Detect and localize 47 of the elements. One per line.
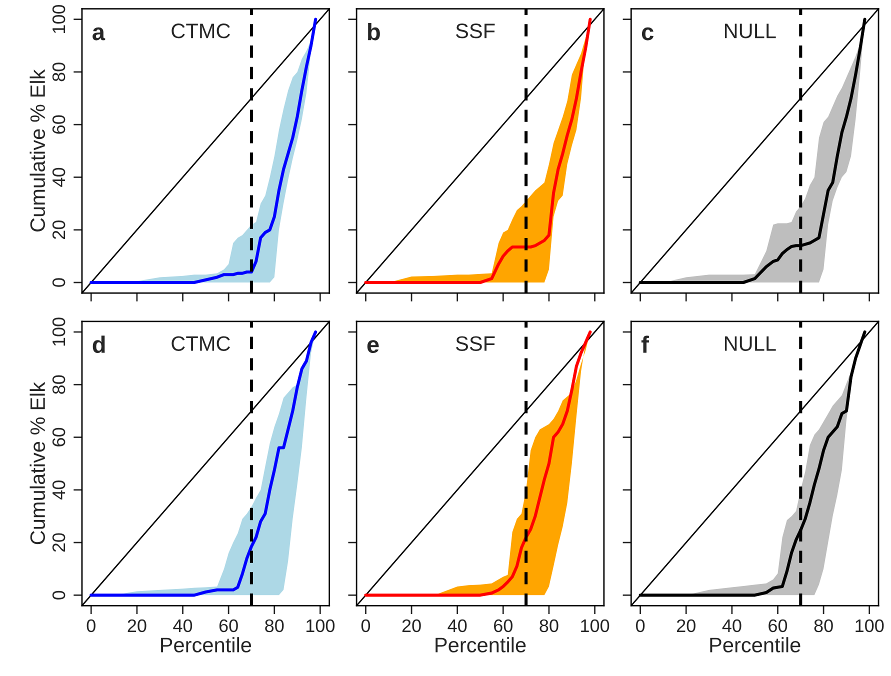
y-axis-title: Cumulative % Elk xyxy=(30,382,46,544)
x-tick-label: 0 xyxy=(636,619,645,632)
x-tick-label: 80 xyxy=(540,619,558,632)
y-tick-label: 40 xyxy=(52,480,66,500)
x-axis-title: Percentile xyxy=(161,637,252,652)
x-tick-label: 40 xyxy=(173,619,192,632)
y-tick-label: 100 xyxy=(52,318,66,346)
x-tick-label: 40 xyxy=(448,619,467,632)
y-tick-label: 100 xyxy=(52,4,66,33)
annotation: NULL xyxy=(724,24,776,38)
y-tick-label: 80 xyxy=(52,375,66,394)
y-tick-label: 80 xyxy=(52,62,66,82)
x-tick-label: 80 xyxy=(814,619,833,632)
annotation: d xyxy=(92,336,105,354)
annotation: CTMC xyxy=(172,336,230,351)
x-tick-label: 0 xyxy=(361,619,370,632)
annotation: e xyxy=(367,340,379,354)
x-tick-label: 60 xyxy=(768,619,788,632)
x-tick-label: 20 xyxy=(128,619,146,632)
x-tick-label: 100 xyxy=(856,619,884,632)
annotation: SSF xyxy=(456,336,495,351)
x-tick-label: 80 xyxy=(265,619,284,632)
annotation: CTMC xyxy=(172,24,230,38)
x-tick-label: 100 xyxy=(306,619,335,632)
annotation: f xyxy=(641,336,649,353)
y-tick-label: 20 xyxy=(52,533,66,552)
y-tick-label: 60 xyxy=(52,115,66,134)
x-axis-title: Percentile xyxy=(436,637,526,652)
annotation: c xyxy=(642,27,654,40)
x-tick-label: 100 xyxy=(581,619,610,632)
y-axis-title: Cumulative % Elk xyxy=(30,69,46,232)
x-tick-label: 40 xyxy=(722,619,742,632)
annotation: a xyxy=(92,27,106,40)
x-tick-label: 60 xyxy=(219,619,238,632)
annotation: NULL xyxy=(724,336,776,351)
annotation: SSF xyxy=(456,24,495,38)
x-tick-label: 60 xyxy=(494,619,512,632)
y-tick-label: 20 xyxy=(52,220,66,239)
x-tick-label: 20 xyxy=(676,619,696,632)
annotation: b xyxy=(368,23,380,40)
x-tick-label: 20 xyxy=(402,619,421,632)
x-axis-title: Percentile xyxy=(710,637,800,652)
y-tick-label: 40 xyxy=(52,168,66,187)
y-tick-label: 60 xyxy=(52,428,66,446)
y-tick-label: 0 xyxy=(52,590,66,600)
y-tick-label: 0 xyxy=(52,278,66,287)
x-tick-label: 0 xyxy=(86,619,96,632)
